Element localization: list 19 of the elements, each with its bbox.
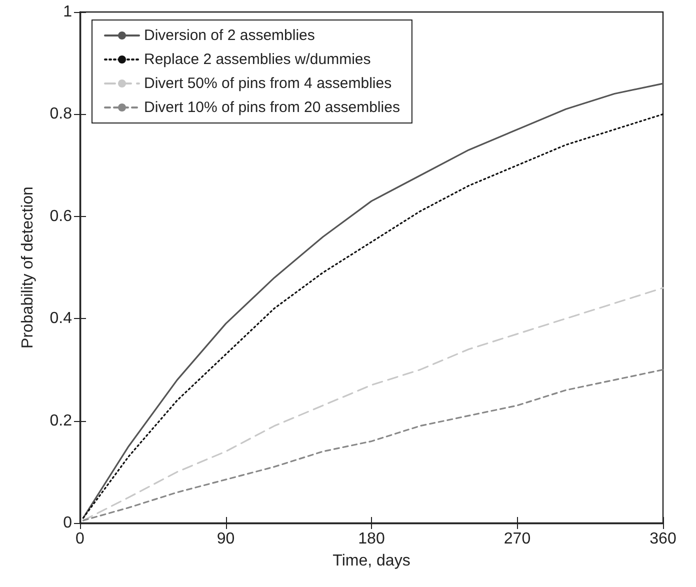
x-tick-label: 180 <box>358 530 385 548</box>
y-tick-label: 1 <box>63 4 72 20</box>
x-axis-title: Time, days <box>332 552 410 570</box>
y-tick-label: 0.4 <box>50 310 72 328</box>
y-tick-label: 0.6 <box>50 208 72 225</box>
line-series <box>82 368 664 522</box>
line-series <box>82 287 664 522</box>
x-tick-label: 90 <box>216 530 235 548</box>
x-tick-label: 0 <box>76 530 85 548</box>
legend-label: Diversion of 2 assemblies <box>144 27 315 44</box>
x-tick-label: 360 <box>650 530 676 548</box>
y-axis-title: Probability of detection <box>20 186 36 348</box>
legend-label: Divert 50% of pins from 4 assemblies <box>144 75 392 92</box>
legend-label: Replace 2 assemblies w/dummies <box>144 51 371 68</box>
y-tick-label: 0.2 <box>50 412 72 430</box>
x-tick-label: 270 <box>504 530 531 548</box>
legend-label: Divert 10% of pins from 20 assemblies <box>144 99 400 116</box>
y-tick-label: 0 <box>63 514 72 532</box>
y-tick-label: 0.8 <box>50 106 72 123</box>
